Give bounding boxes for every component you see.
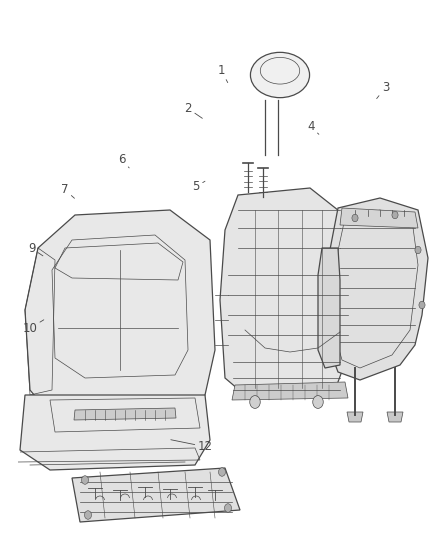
Text: 12: 12 bbox=[171, 440, 212, 453]
Text: 6: 6 bbox=[118, 154, 129, 168]
Text: 1: 1 bbox=[217, 64, 228, 83]
Circle shape bbox=[392, 211, 398, 219]
Circle shape bbox=[419, 301, 425, 309]
Circle shape bbox=[415, 246, 421, 254]
Ellipse shape bbox=[251, 52, 310, 98]
Circle shape bbox=[352, 214, 358, 222]
Polygon shape bbox=[232, 382, 348, 400]
Text: 7: 7 bbox=[61, 183, 74, 198]
Polygon shape bbox=[328, 198, 428, 380]
Circle shape bbox=[81, 476, 88, 484]
Polygon shape bbox=[318, 248, 340, 368]
Circle shape bbox=[219, 468, 226, 477]
Circle shape bbox=[225, 504, 232, 512]
Polygon shape bbox=[20, 395, 210, 470]
Polygon shape bbox=[340, 208, 418, 228]
Text: 3: 3 bbox=[377, 81, 389, 99]
Circle shape bbox=[313, 395, 323, 408]
Text: 9: 9 bbox=[28, 242, 43, 256]
Polygon shape bbox=[220, 188, 355, 398]
Polygon shape bbox=[387, 412, 403, 422]
Text: 2: 2 bbox=[184, 102, 202, 118]
Polygon shape bbox=[347, 412, 363, 422]
Text: 10: 10 bbox=[22, 320, 44, 335]
Text: 4: 4 bbox=[307, 120, 319, 134]
Polygon shape bbox=[74, 408, 176, 420]
Polygon shape bbox=[25, 210, 215, 420]
Circle shape bbox=[85, 511, 92, 519]
Text: 5: 5 bbox=[193, 180, 205, 193]
Circle shape bbox=[250, 395, 260, 408]
Polygon shape bbox=[72, 468, 240, 522]
